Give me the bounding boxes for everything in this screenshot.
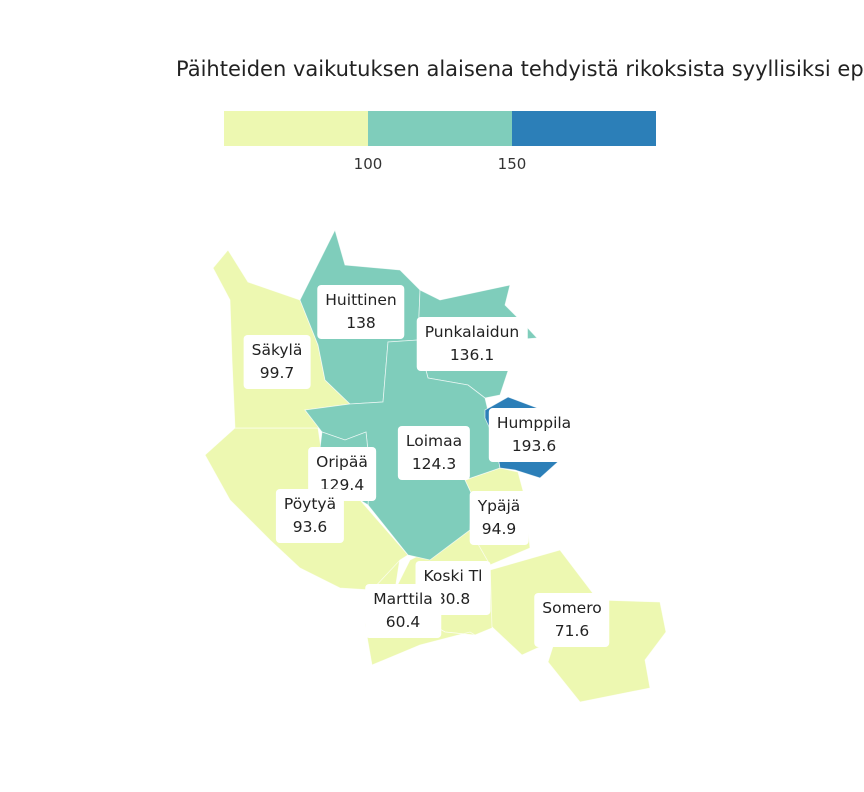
label-ypaja: Ypäjä 94.9 — [469, 491, 529, 545]
label-name: Koski Tl — [423, 567, 483, 585]
label-loimaa: Loimaa 124.3 — [397, 426, 471, 480]
label-name: Humppila — [496, 414, 572, 432]
label-value: 60.4 — [385, 613, 421, 631]
label-value: 136.1 — [449, 346, 495, 364]
label-huittinen: Huittinen 138 — [317, 285, 405, 339]
label-name: Säkylä — [251, 341, 303, 359]
label-name: Marttila — [373, 590, 433, 608]
map-title: Päihteiden vaikutuksen alaisena tehdyist… — [176, 57, 864, 81]
label-sakyla: Säkylä 99.7 — [243, 335, 311, 389]
label-name: Ypäjä — [477, 497, 521, 515]
label-value: 99.7 — [259, 364, 295, 382]
label-name: Oripää — [316, 453, 368, 471]
label-name: Pöytyä — [283, 495, 337, 513]
label-value: 93.6 — [292, 518, 328, 536]
legend-tick-100: 100 — [353, 155, 383, 173]
label-name: Loimaa — [405, 432, 463, 450]
label-value: 71.6 — [554, 622, 590, 640]
label-poytya: Pöytyä 93.6 — [275, 489, 345, 543]
legend-swatch-high — [512, 111, 656, 146]
label-punkalaidun: Punkalaidun 136.1 — [416, 317, 528, 371]
legend-tick-150: 150 — [497, 155, 527, 173]
label-value: 124.3 — [411, 455, 457, 473]
label-value: 138 — [346, 314, 376, 332]
label-value: 94.9 — [481, 520, 517, 538]
label-name: Punkalaidun — [424, 323, 520, 341]
label-value: 193.6 — [511, 437, 557, 455]
label-name: Somero — [542, 599, 602, 617]
label-marttila: Marttila 60.4 — [365, 584, 441, 638]
label-name: Huittinen — [325, 291, 397, 309]
legend-swatch-low — [224, 111, 368, 146]
label-somero: Somero 71.6 — [534, 593, 610, 647]
legend-swatch-mid — [368, 111, 512, 146]
label-humppila: Humppila 193.6 — [488, 408, 580, 462]
label-value: 80.8 — [435, 590, 471, 608]
